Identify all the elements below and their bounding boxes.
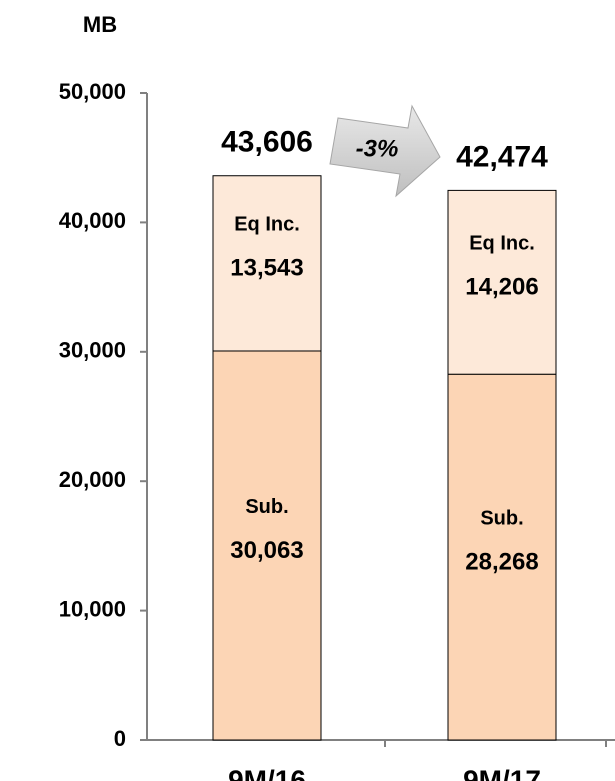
y-axis-label: MB — [83, 12, 117, 37]
change-arrow — [329, 104, 441, 198]
segment-label: 30,063 — [230, 537, 303, 564]
y-tick-label: 10,000 — [59, 596, 126, 621]
segment-name: Eq Inc. — [234, 214, 300, 236]
change-annotation: -3% — [356, 135, 399, 162]
bar-segment — [212, 350, 322, 741]
total-label: 43,606 — [221, 126, 313, 159]
y-tick-label: 30,000 — [59, 338, 126, 363]
segment-label: 13,543 — [230, 255, 303, 282]
y-tick-label: 20,000 — [59, 467, 126, 492]
y-tick-label: 0 — [114, 726, 126, 751]
bar-segment — [447, 373, 557, 741]
x-tick-label: 9M/17 — [463, 764, 541, 781]
x-tick-label: 9M/16 — [228, 764, 306, 781]
segment-name: Sub. — [480, 507, 523, 529]
segment-label: 14,206 — [465, 274, 538, 301]
bar-segment — [212, 175, 322, 352]
segment-label: 28,268 — [465, 548, 538, 575]
segment-name: Eq Inc. — [469, 233, 535, 255]
y-tick-label: 40,000 — [59, 208, 126, 233]
segment-name: Sub. — [245, 496, 288, 518]
bar-segment — [447, 189, 557, 375]
total-label: 42,474 — [456, 140, 548, 173]
y-tick-label: 50,000 — [59, 79, 126, 104]
